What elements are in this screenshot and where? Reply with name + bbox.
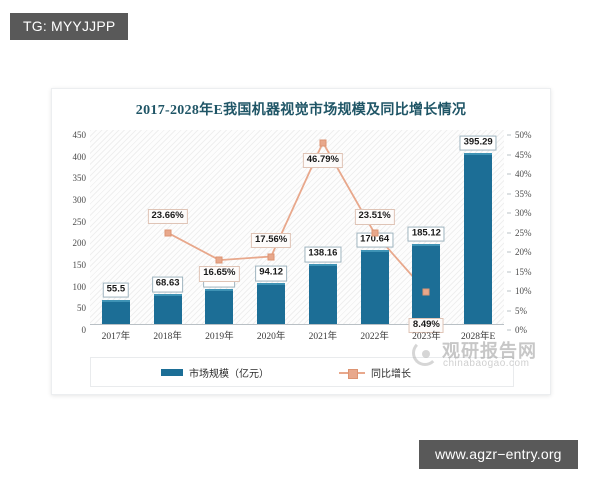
legend-label-market-size: 市场规模（亿元） bbox=[189, 369, 269, 380]
bar-value-label: 94.12 bbox=[255, 265, 288, 282]
plot-area: 55.568.6380.0694.12138.16170.64185.12395… bbox=[90, 130, 504, 334]
bar bbox=[205, 289, 234, 324]
line-value-label: 17.56% bbox=[251, 232, 292, 248]
right-axis-tick: 35% bbox=[515, 188, 532, 199]
right-axis-tick: 25% bbox=[515, 227, 532, 238]
line-point-marker bbox=[422, 288, 430, 296]
bar bbox=[101, 299, 130, 324]
chart-title: 2017-2028年E我国机器视觉市场规模及同比增长情况 bbox=[135, 103, 467, 118]
line-point-marker bbox=[371, 229, 379, 237]
url-badge: www.agzr−entry.org bbox=[419, 440, 578, 469]
bar-value-label: 395.29 bbox=[459, 135, 497, 151]
right-axis-tick-mark bbox=[507, 212, 511, 214]
x-axis-category-label: 2023年 bbox=[412, 332, 441, 342]
left-axis-tick: 350 bbox=[72, 173, 87, 184]
bar bbox=[257, 283, 286, 324]
right-axis-tick: 40% bbox=[515, 169, 532, 179]
right-axis-tick: 45% bbox=[515, 149, 532, 160]
legend-label-growth-rate: 同比增长 bbox=[371, 369, 411, 380]
x-axis-category-label: 2022年 bbox=[360, 332, 389, 342]
right-axis-tick-mark bbox=[507, 134, 511, 136]
bar-swatch-icon bbox=[161, 369, 183, 376]
line-value-label: 8.49% bbox=[408, 317, 444, 334]
line-point-marker bbox=[215, 256, 223, 264]
left-axis-tick: 450 bbox=[72, 130, 87, 140]
right-axis-tick-mark bbox=[507, 193, 511, 194]
x-axis-category-label: 2021年 bbox=[308, 332, 338, 342]
x-axis-category-label: 2018年 bbox=[153, 332, 182, 342]
left-value-axis: 0 50 100 150 200 250 300 350 400 450 bbox=[52, 130, 87, 335]
left-axis-tick: 50 bbox=[77, 303, 86, 314]
bar-value-label: 68.63 bbox=[151, 276, 184, 293]
right-axis-tick: 0% bbox=[515, 325, 527, 335]
right-axis-tick: 30% bbox=[515, 208, 532, 218]
right-axis-tick-mark bbox=[507, 173, 511, 175]
legend-item-market-size: 市场规模（亿元） bbox=[161, 365, 269, 380]
x-axis-category-label: 2017年 bbox=[101, 332, 131, 342]
bar-value-label: 55.5 bbox=[102, 282, 130, 298]
left-axis-tick: 400 bbox=[72, 151, 87, 162]
left-axis-tick: 250 bbox=[72, 216, 87, 227]
x-category-axis: 2017年 2018年 2019年 2020年 2021年 2022年 2023年 2028年… bbox=[90, 328, 504, 348]
bar-value-label: 185.12 bbox=[407, 226, 445, 242]
chart-card: 2017-2028年E我国机器视觉市场规模及同比增长情况 0 50 100 150 20… bbox=[51, 88, 551, 395]
tag-badge: TG: MYYJJPP bbox=[10, 13, 129, 40]
line-value-label: 46.79% bbox=[302, 152, 343, 168]
x-axis-category-label: 2020年 bbox=[256, 332, 286, 342]
right-axis-tick: 5% bbox=[515, 305, 527, 316]
bar bbox=[308, 264, 337, 324]
line-value-label: 23.66% bbox=[147, 208, 188, 225]
line-value-label: 23.51% bbox=[354, 209, 395, 225]
bar bbox=[412, 243, 441, 324]
legend-item-growth-rate: 同比增长 bbox=[339, 365, 411, 380]
bar-value-label: 138.16 bbox=[304, 246, 342, 263]
right-axis-tick-mark bbox=[507, 310, 511, 311]
line-value-label: 16.65% bbox=[199, 266, 240, 282]
right-percent-axis: 0% 5% 10% 15% 20% 25% 30% 35% 40% 45% 50% bbox=[507, 130, 547, 335]
left-axis-tick: 200 bbox=[72, 238, 87, 249]
plot-wrapper: 0 50 100 150 200 250 300 350 400 450 0% 5% 10% 15% 20… bbox=[52, 125, 552, 355]
right-axis-tick-mark bbox=[507, 329, 511, 331]
line-point-marker bbox=[164, 229, 172, 237]
right-axis-tick-mark bbox=[507, 154, 511, 155]
right-axis-tick-mark bbox=[507, 232, 511, 233]
bar bbox=[464, 152, 493, 324]
left-axis-tick: 100 bbox=[72, 281, 87, 292]
left-axis-tick: 0 bbox=[81, 325, 87, 335]
line-point-marker bbox=[267, 253, 275, 261]
left-axis-tick: 300 bbox=[72, 195, 87, 205]
chart-legend: 市场规模（亿元） 同比增长 bbox=[90, 357, 514, 387]
right-axis-tick: 10% bbox=[515, 286, 532, 296]
bar bbox=[360, 250, 389, 324]
x-axis-category-label: 2019年 bbox=[205, 332, 234, 342]
right-axis-tick: 50% bbox=[515, 130, 532, 140]
left-axis-tick: 150 bbox=[72, 260, 87, 270]
right-axis-tick-mark bbox=[507, 251, 511, 253]
right-axis-tick-mark bbox=[507, 290, 511, 292]
x-axis-category-label: 2028年E bbox=[460, 332, 496, 342]
right-axis-tick: 15% bbox=[515, 266, 532, 277]
bar bbox=[153, 294, 182, 324]
right-axis-tick: 20% bbox=[515, 247, 532, 257]
right-axis-tick-mark bbox=[507, 271, 511, 272]
line-point-marker bbox=[319, 139, 327, 147]
line-swatch-icon bbox=[339, 368, 365, 379]
